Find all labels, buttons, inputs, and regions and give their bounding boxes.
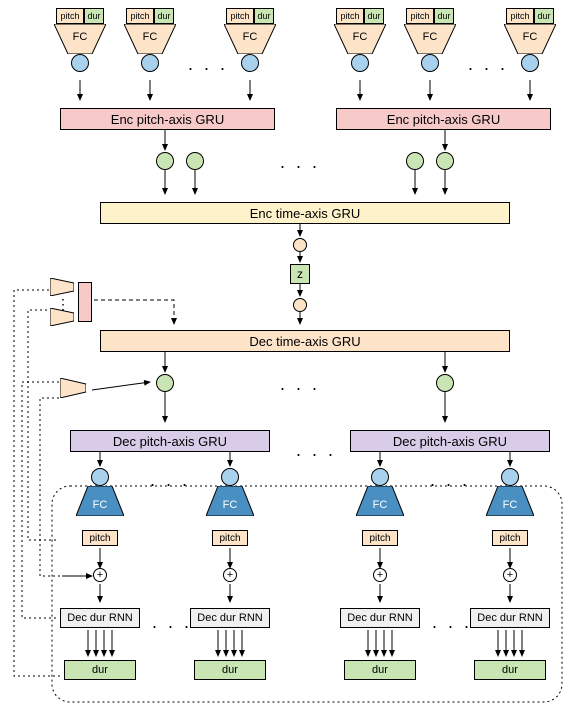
plus-node: + <box>503 568 517 582</box>
fc-trapezoid: FC <box>124 24 176 54</box>
ellipsis: . . . <box>150 470 190 491</box>
dec-pitch-gru: Dec pitch-axis GRU <box>350 430 550 452</box>
pitch-output: pitch <box>362 530 398 546</box>
dur-input: dur <box>84 8 104 24</box>
fc-trapezoid: FC <box>224 24 276 54</box>
blue-circle <box>71 54 89 72</box>
svg-text:FC: FC <box>73 31 88 43</box>
blue-circle <box>221 468 239 486</box>
pitch-input: pitch <box>336 8 364 24</box>
svg-text:FC: FC <box>373 499 388 511</box>
fc-down-trapezoid: FC <box>356 486 404 516</box>
enc-pitch-gru: Enc pitch-axis GRU <box>336 108 551 130</box>
plus-node: + <box>93 568 107 582</box>
blue-circle <box>141 54 159 72</box>
yellow-circle <box>293 238 307 252</box>
blue-circle <box>521 54 539 72</box>
green-circle <box>436 374 454 392</box>
side-triangle <box>50 308 74 326</box>
svg-text:FC: FC <box>353 31 368 43</box>
plus-node: + <box>223 568 237 582</box>
ellipsis: . . . <box>152 612 192 633</box>
dur-input: dur <box>254 8 274 24</box>
plus-node: + <box>373 568 387 582</box>
blue-circle <box>241 54 259 72</box>
arrows-layer <box>0 0 574 710</box>
svg-text:FC: FC <box>243 31 258 43</box>
green-circle <box>436 152 454 170</box>
yellow-circle <box>293 298 307 312</box>
green-circle <box>156 374 174 392</box>
dec-dur-rnn: Dec dur RNN <box>60 608 140 628</box>
fc-trapezoid: FC <box>54 24 106 54</box>
blue-circle <box>501 468 519 486</box>
svg-text:FC: FC <box>223 499 238 511</box>
dur-output: dur <box>64 660 136 680</box>
ellipsis: . . . <box>430 470 470 491</box>
fc-trapezoid: FC <box>504 24 556 54</box>
svg-text:FC: FC <box>423 31 438 43</box>
dur-input: dur <box>534 8 554 24</box>
dec-pitch-gru: Dec pitch-axis GRU <box>70 430 270 452</box>
pitch-input: pitch <box>126 8 154 24</box>
dec-dur-rnn: Dec dur RNN <box>190 608 270 628</box>
ellipsis: . . . <box>280 152 320 173</box>
dur-output: dur <box>194 660 266 680</box>
green-circle <box>186 152 204 170</box>
green-circle <box>406 152 424 170</box>
side-triangle <box>60 378 86 398</box>
fc-down-trapezoid: FC <box>486 486 534 516</box>
fc-trapezoid: FC <box>404 24 456 54</box>
pitch-output: pitch <box>492 530 528 546</box>
dec-time-gru: Dec time-axis GRU <box>100 330 510 352</box>
enc-time-gru: Enc time-axis GRU <box>100 202 510 224</box>
dur-input: dur <box>434 8 454 24</box>
side-triangle <box>50 278 74 296</box>
dur-input: dur <box>364 8 384 24</box>
dur-output: dur <box>474 660 546 680</box>
fc-down-trapezoid: FC <box>76 486 124 516</box>
pitch-input: pitch <box>406 8 434 24</box>
enc-pitch-gru: Enc pitch-axis GRU <box>60 108 275 130</box>
pitch-input: pitch <box>56 8 84 24</box>
pitch-output: pitch <box>212 530 248 546</box>
z-latent: z <box>290 264 310 284</box>
ellipsis: . . . <box>280 374 320 395</box>
svg-text:FC: FC <box>93 499 108 511</box>
blue-circle <box>351 54 369 72</box>
pitch-output: pitch <box>82 530 118 546</box>
blue-circle <box>371 468 389 486</box>
ellipsis: . . . <box>432 612 472 633</box>
pitch-input: pitch <box>506 8 534 24</box>
green-circle <box>156 152 174 170</box>
svg-text:FC: FC <box>523 31 538 43</box>
dur-input: dur <box>154 8 174 24</box>
side-rect <box>78 282 92 322</box>
pitch-input: pitch <box>226 8 254 24</box>
svg-text:FC: FC <box>503 499 518 511</box>
ellipsis: . . . <box>188 54 228 75</box>
dec-dur-rnn: Dec dur RNN <box>340 608 420 628</box>
blue-circle <box>91 468 109 486</box>
ellipsis: . . . <box>296 440 336 461</box>
ellipsis: . . . <box>468 54 508 75</box>
fc-trapezoid: FC <box>334 24 386 54</box>
svg-text:FC: FC <box>143 31 158 43</box>
blue-circle <box>421 54 439 72</box>
dur-output: dur <box>344 660 416 680</box>
fc-down-trapezoid: FC <box>206 486 254 516</box>
dec-dur-rnn: Dec dur RNN <box>470 608 550 628</box>
